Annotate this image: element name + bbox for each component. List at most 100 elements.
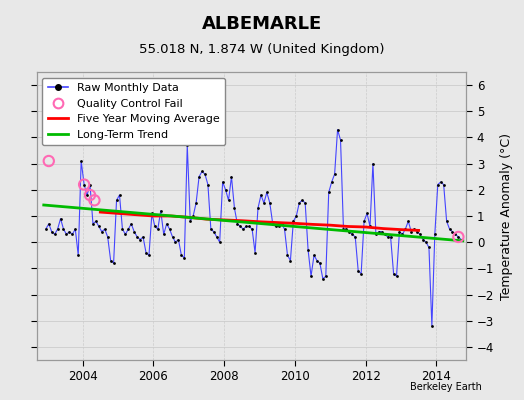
- Point: [65, 228, 73, 235]
- Point: [74, 252, 82, 258]
- Point: [139, 234, 147, 240]
- Point: [227, 174, 236, 180]
- Point: [171, 239, 180, 245]
- Point: [357, 270, 365, 277]
- Point: [407, 228, 416, 235]
- Point: [339, 226, 347, 232]
- Point: [392, 273, 401, 280]
- Text: ALBEMARLE: ALBEMARLE: [202, 15, 322, 33]
- Point: [83, 192, 91, 198]
- Point: [219, 179, 227, 185]
- Point: [386, 234, 395, 240]
- Point: [89, 221, 97, 227]
- Point: [245, 223, 253, 230]
- Point: [351, 234, 359, 240]
- Point: [133, 234, 141, 240]
- Point: [168, 234, 177, 240]
- Point: [68, 231, 77, 238]
- Point: [378, 228, 386, 235]
- Point: [449, 228, 457, 235]
- Point: [286, 257, 294, 264]
- Point: [92, 218, 100, 224]
- Point: [201, 171, 209, 177]
- Point: [283, 252, 292, 258]
- Point: [121, 231, 129, 238]
- Point: [436, 179, 445, 185]
- Point: [328, 179, 336, 185]
- Point: [260, 200, 268, 206]
- Point: [224, 197, 233, 204]
- Point: [239, 226, 247, 232]
- Point: [251, 250, 259, 256]
- Point: [127, 221, 136, 227]
- Point: [57, 216, 65, 222]
- Point: [154, 226, 162, 232]
- Point: [289, 218, 298, 224]
- Point: [310, 252, 318, 258]
- Point: [268, 221, 277, 227]
- Point: [298, 197, 307, 204]
- Point: [266, 200, 274, 206]
- Point: [80, 181, 89, 188]
- Point: [442, 218, 451, 224]
- Point: [440, 181, 448, 188]
- Y-axis label: Temperature Anomaly (°C): Temperature Anomaly (°C): [500, 132, 512, 300]
- Point: [295, 200, 303, 206]
- Point: [213, 234, 221, 240]
- Point: [363, 210, 371, 216]
- Point: [195, 174, 203, 180]
- Point: [90, 197, 99, 204]
- Point: [142, 250, 150, 256]
- Point: [162, 221, 171, 227]
- Point: [145, 252, 153, 258]
- Point: [248, 226, 256, 232]
- Text: 55.018 N, 1.874 W (United Kingdom): 55.018 N, 1.874 W (United Kingdom): [139, 44, 385, 56]
- Point: [322, 273, 330, 280]
- Legend: Raw Monthly Data, Quality Control Fail, Five Year Moving Average, Long-Term Tren: Raw Monthly Data, Quality Control Fail, …: [42, 78, 225, 145]
- Point: [280, 226, 289, 232]
- Point: [307, 273, 315, 280]
- Point: [457, 236, 465, 243]
- Point: [166, 226, 174, 232]
- Point: [159, 231, 168, 238]
- Point: [398, 231, 407, 238]
- Point: [174, 236, 182, 243]
- Point: [313, 257, 321, 264]
- Point: [215, 239, 224, 245]
- Point: [366, 223, 374, 230]
- Point: [50, 231, 59, 238]
- Point: [151, 223, 159, 230]
- Point: [275, 223, 283, 230]
- Point: [206, 226, 215, 232]
- Point: [148, 210, 156, 216]
- Point: [104, 234, 112, 240]
- Point: [71, 226, 80, 232]
- Point: [183, 142, 191, 148]
- Point: [389, 270, 398, 277]
- Point: [345, 228, 354, 235]
- Point: [277, 221, 286, 227]
- Point: [80, 181, 89, 188]
- Point: [112, 197, 121, 204]
- Point: [375, 228, 383, 235]
- Point: [95, 223, 103, 230]
- Point: [257, 192, 265, 198]
- Point: [48, 228, 56, 235]
- Point: [372, 231, 380, 238]
- Point: [315, 260, 324, 266]
- Point: [110, 260, 118, 266]
- Point: [425, 244, 433, 251]
- Point: [263, 189, 271, 196]
- Text: Berkeley Earth: Berkeley Earth: [410, 382, 482, 392]
- Point: [86, 192, 94, 198]
- Point: [233, 221, 242, 227]
- Point: [319, 276, 327, 282]
- Point: [115, 192, 124, 198]
- Point: [236, 223, 245, 230]
- Point: [433, 181, 442, 188]
- Point: [360, 218, 368, 224]
- Point: [333, 126, 342, 133]
- Point: [369, 160, 377, 167]
- Point: [106, 257, 115, 264]
- Point: [292, 213, 301, 219]
